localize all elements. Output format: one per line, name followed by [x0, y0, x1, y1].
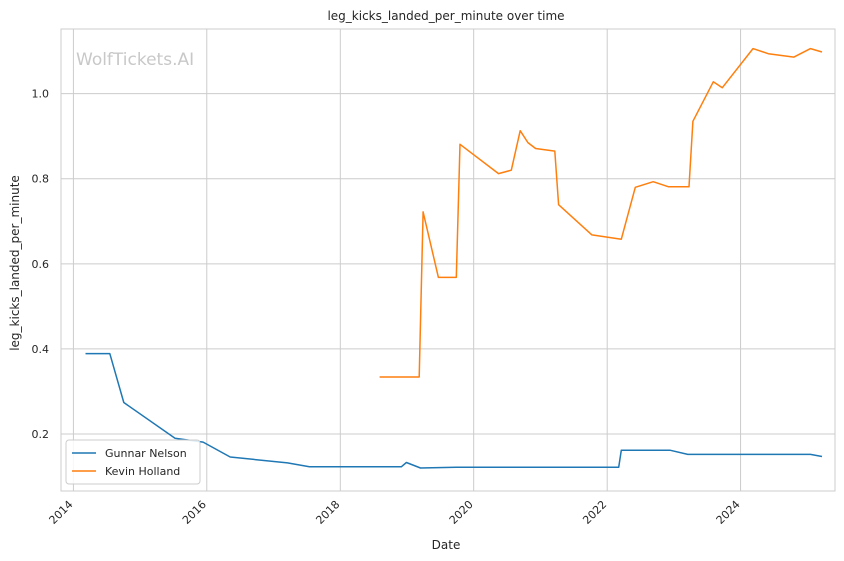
x-axis-ticks: 2014 2016 2018 2020 2022 2024	[47, 498, 743, 527]
y-axis-ticks: 0.2 0.4 0.6 0.8 1.0	[32, 88, 50, 441]
x-tick-label: 2022	[580, 498, 609, 527]
x-tick-label: 2020	[447, 498, 476, 527]
legend-label: Gunnar Nelson	[105, 447, 187, 460]
y-tick-label: 0.6	[32, 258, 50, 271]
plot-area	[60, 28, 836, 492]
y-tick-label: 0.2	[32, 428, 50, 441]
series-line-gunnar-nelson	[85, 352, 823, 469]
watermark: WolfTickets.AI	[76, 50, 194, 70]
x-tick-label: 2016	[180, 498, 209, 527]
x-tick-label: 2018	[313, 498, 342, 527]
grid-lines	[61, 29, 835, 491]
y-tick-label: 1.0	[32, 88, 50, 101]
y-tick-label: 0.4	[32, 343, 50, 356]
x-tick-label: 2024	[714, 498, 743, 527]
legend: Gunnar Nelson Kevin Holland	[65, 439, 201, 485]
y-axis-label: leg_kicks_landed_per_minute	[8, 175, 22, 351]
x-tick-label: 2014	[47, 498, 76, 527]
series-line-kevin-holland	[379, 47, 823, 378]
series-layer	[85, 47, 823, 469]
x-axis-label: Date	[432, 538, 461, 552]
chart-title: leg_kicks_landed_per_minute over time	[327, 9, 564, 23]
legend-label: Kevin Holland	[105, 465, 180, 478]
legend-box	[65, 439, 201, 485]
y-tick-label: 0.8	[32, 173, 50, 186]
